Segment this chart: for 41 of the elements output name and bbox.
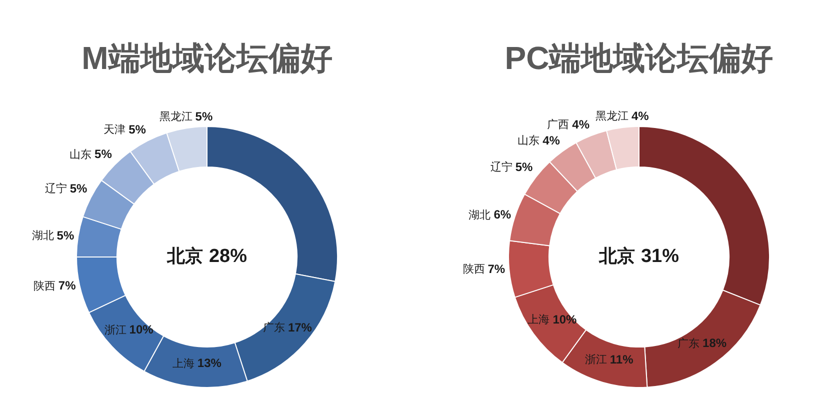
- data-label: 5%: [128, 122, 146, 136]
- data-label: 5%: [56, 228, 74, 242]
- slice-label: 山东: [70, 148, 92, 161]
- data-label: 5%: [195, 109, 213, 124]
- data-label: 13%: [197, 356, 222, 370]
- slice-label: 湖北: [32, 228, 54, 242]
- chart-title: PC端地域论坛偏好: [504, 39, 774, 77]
- data-label: 4%: [631, 108, 650, 123]
- slice-label: 广西: [547, 118, 570, 131]
- slice-label: 北京: [166, 246, 203, 266]
- slice-label: 湖北: [468, 208, 491, 222]
- data-label: 5%: [94, 147, 112, 162]
- chart-title: M端地域论坛偏好: [80, 39, 334, 77]
- slice-label: 天津: [104, 123, 126, 136]
- data-label: 10%: [129, 322, 154, 337]
- slice-label: 上海: [172, 356, 194, 370]
- slice-label: 上海: [528, 313, 550, 326]
- data-label: 31%: [640, 246, 680, 268]
- data-label: 4%: [572, 117, 590, 132]
- data-label: 4%: [542, 134, 560, 148]
- slice-label: 浙江: [104, 323, 126, 336]
- slice-label: 辽宁: [490, 160, 512, 174]
- data-label: 7%: [488, 262, 506, 276]
- data-label: 7%: [58, 278, 76, 293]
- slice-label: 陕西: [462, 264, 485, 276]
- data-label: 28%: [208, 246, 248, 268]
- data-label: 5%: [515, 160, 534, 174]
- data-label: 17%: [288, 320, 312, 334]
- slice-label: 北京: [598, 246, 635, 266]
- slice-label: 陕西: [33, 280, 56, 292]
- slice-label: 广东: [262, 320, 285, 334]
- slice-label: 黑龙江: [159, 110, 192, 124]
- slice-label: 黑龙江: [595, 110, 628, 123]
- data-label: 18%: [702, 336, 727, 350]
- slice-label: 辽宁: [44, 182, 67, 195]
- slice-label: 广东: [678, 336, 700, 350]
- slice-label: 浙江: [584, 353, 607, 366]
- data-label: 5%: [70, 181, 88, 196]
- data-label: 11%: [610, 352, 634, 366]
- data-label: 6%: [494, 208, 512, 222]
- slice-label: 山东: [518, 134, 540, 148]
